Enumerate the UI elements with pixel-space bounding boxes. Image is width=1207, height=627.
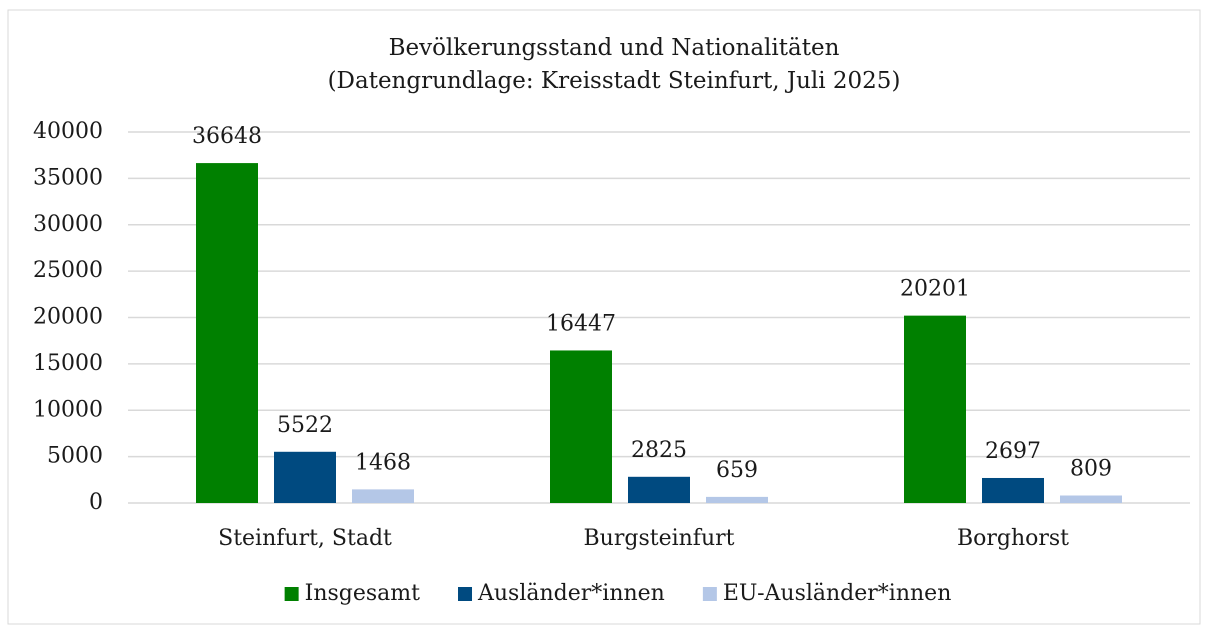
chart-title: Bevölkerungsstand und Nationalitäten — [389, 35, 840, 61]
data-label: 1468 — [355, 450, 411, 475]
bar — [706, 496, 768, 503]
bar — [904, 315, 966, 503]
legend-label: Ausländer*innen — [477, 581, 665, 606]
data-label: 659 — [716, 458, 758, 483]
chart-subtitle: (Datengrundlage: Kreisstadt Steinfurt, J… — [328, 68, 901, 94]
y-tick-label: 15000 — [33, 351, 103, 376]
legend-swatch — [284, 587, 299, 601]
data-label: 2697 — [985, 439, 1041, 464]
data-label: 20201 — [900, 277, 970, 302]
bar — [1060, 495, 1122, 503]
bar — [352, 489, 414, 503]
y-tick-label: 30000 — [33, 212, 103, 237]
bar — [274, 451, 336, 503]
y-tick-label: 35000 — [33, 165, 103, 190]
data-label: 16447 — [546, 311, 616, 336]
bar — [628, 476, 690, 503]
x-tick-label: Borghorst — [957, 526, 1069, 551]
data-label: 2825 — [631, 438, 687, 463]
data-label: 809 — [1070, 456, 1112, 481]
bar — [196, 163, 258, 504]
y-tick-label: 25000 — [33, 258, 103, 283]
y-tick-label: 40000 — [33, 119, 103, 144]
x-tick-label: Steinfurt, Stadt — [218, 526, 392, 551]
y-tick-label: 0 — [89, 490, 103, 515]
data-label: 5522 — [277, 413, 333, 438]
legend-label: Insgesamt — [305, 581, 421, 606]
legend-swatch — [702, 587, 717, 601]
y-tick-label: 20000 — [33, 305, 103, 330]
y-tick-label: 10000 — [33, 397, 103, 422]
x-tick-label: Burgsteinfurt — [584, 526, 735, 551]
bar — [550, 350, 612, 503]
legend-swatch — [458, 587, 473, 601]
legend-label: EU-Ausländer*innen — [723, 581, 952, 606]
bar — [982, 477, 1044, 503]
y-tick-label: 5000 — [47, 444, 103, 469]
data-label: 36648 — [192, 124, 262, 149]
